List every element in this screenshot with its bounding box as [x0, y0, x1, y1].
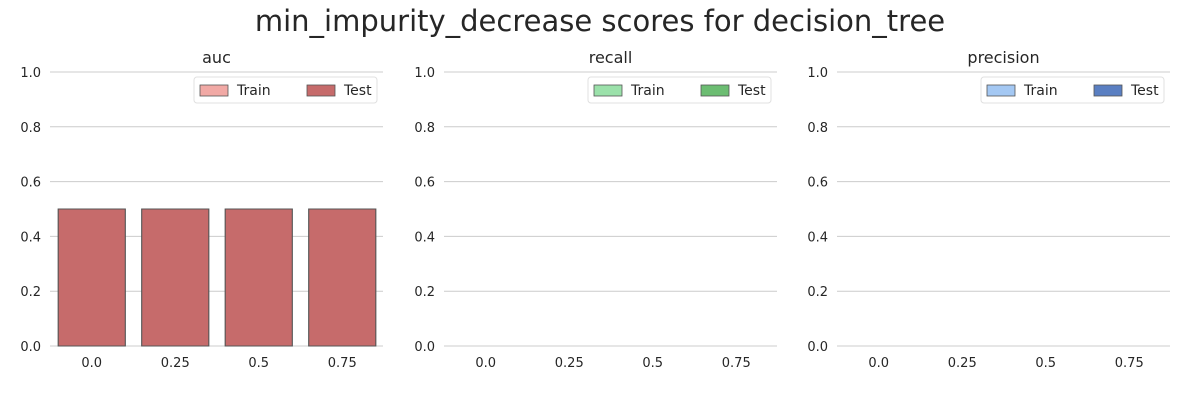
- x-tick-label: 0.0: [868, 356, 889, 371]
- y-tick-label: 0.6: [807, 176, 828, 191]
- legend-label: Train: [630, 83, 665, 99]
- panel-title: recall: [589, 48, 633, 67]
- x-tick-label: 0.5: [1035, 356, 1056, 371]
- legend-swatch: [593, 84, 623, 97]
- y-tick-label: 0.2: [807, 285, 828, 300]
- legend-swatch: [1093, 84, 1123, 97]
- y-tick-label: 0.0: [807, 340, 828, 355]
- y-tick-label: 0.4: [20, 230, 41, 245]
- x-tick-label: 0.25: [555, 356, 584, 371]
- y-tick-label: 0.6: [20, 176, 41, 191]
- y-tick-label: 0.4: [807, 230, 828, 245]
- legend-box: [587, 76, 772, 104]
- legend-swatch: [306, 84, 336, 97]
- bar-test: [308, 208, 377, 347]
- panel-title: precision: [967, 48, 1039, 67]
- legend-swatch: [700, 84, 730, 97]
- legend-box: [193, 76, 378, 104]
- x-tick-label: 0.0: [475, 356, 496, 371]
- legend-label: Test: [1130, 83, 1159, 99]
- x-tick-label: 0.75: [1115, 356, 1144, 371]
- y-tick-label: 0.8: [20, 121, 41, 136]
- bar-test: [141, 208, 210, 347]
- figure-title: min_impurity_decrease scores for decisio…: [255, 4, 945, 38]
- y-tick-label: 1.0: [807, 66, 828, 81]
- x-tick-label: 0.75: [722, 356, 751, 371]
- y-tick-label: 0.0: [414, 340, 435, 355]
- legend-label: Train: [1023, 83, 1058, 99]
- y-tick-label: 0.0: [20, 340, 41, 355]
- legend-swatch: [199, 84, 229, 97]
- y-tick-label: 0.8: [414, 121, 435, 136]
- y-tick-label: 1.0: [414, 66, 435, 81]
- x-tick-label: 0.75: [328, 356, 357, 371]
- legend-label: Test: [737, 83, 766, 99]
- y-tick-label: 0.2: [20, 285, 41, 300]
- legend-box: [980, 76, 1165, 104]
- y-tick-label: 0.2: [414, 285, 435, 300]
- bar-test: [224, 208, 293, 347]
- panel-title: auc: [202, 48, 231, 67]
- x-tick-label: 0.5: [248, 356, 269, 371]
- y-tick-label: 0.6: [414, 176, 435, 191]
- y-tick-label: 1.0: [20, 66, 41, 81]
- x-tick-label: 0.5: [642, 356, 663, 371]
- y-tick-label: 0.8: [807, 121, 828, 136]
- legend-label: Train: [236, 83, 271, 99]
- y-tick-label: 0.4: [414, 230, 435, 245]
- bar-test: [57, 208, 126, 347]
- legend-label: Test: [343, 83, 372, 99]
- x-tick-label: 0.0: [81, 356, 102, 371]
- legend-swatch: [986, 84, 1016, 97]
- x-tick-label: 0.25: [948, 356, 977, 371]
- x-tick-label: 0.25: [161, 356, 190, 371]
